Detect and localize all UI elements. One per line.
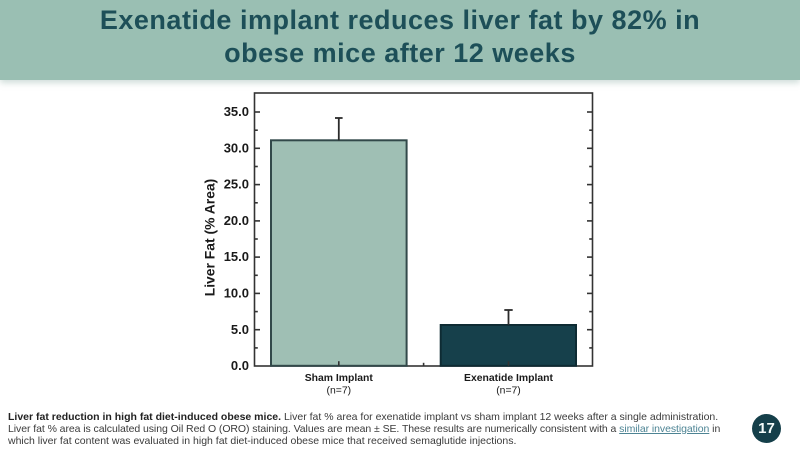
svg-text:0.0: 0.0 (231, 358, 249, 373)
svg-text:Sham Implant: Sham Implant (305, 373, 374, 384)
svg-text:Exenatide Implant: Exenatide Implant (464, 373, 553, 384)
svg-text:35.0: 35.0 (224, 104, 249, 119)
svg-text:Liver Fat (% Area): Liver Fat (% Area) (202, 179, 218, 297)
svg-text:10.0: 10.0 (224, 286, 249, 301)
svg-text:15.0: 15.0 (224, 249, 249, 264)
svg-text:5.0: 5.0 (231, 322, 249, 337)
svg-text:(n=7): (n=7) (496, 386, 521, 397)
svg-text:20.0: 20.0 (224, 213, 249, 228)
svg-text:(n=7): (n=7) (327, 386, 352, 397)
svg-text:25.0: 25.0 (224, 177, 249, 192)
svg-text:30.0: 30.0 (224, 140, 249, 155)
